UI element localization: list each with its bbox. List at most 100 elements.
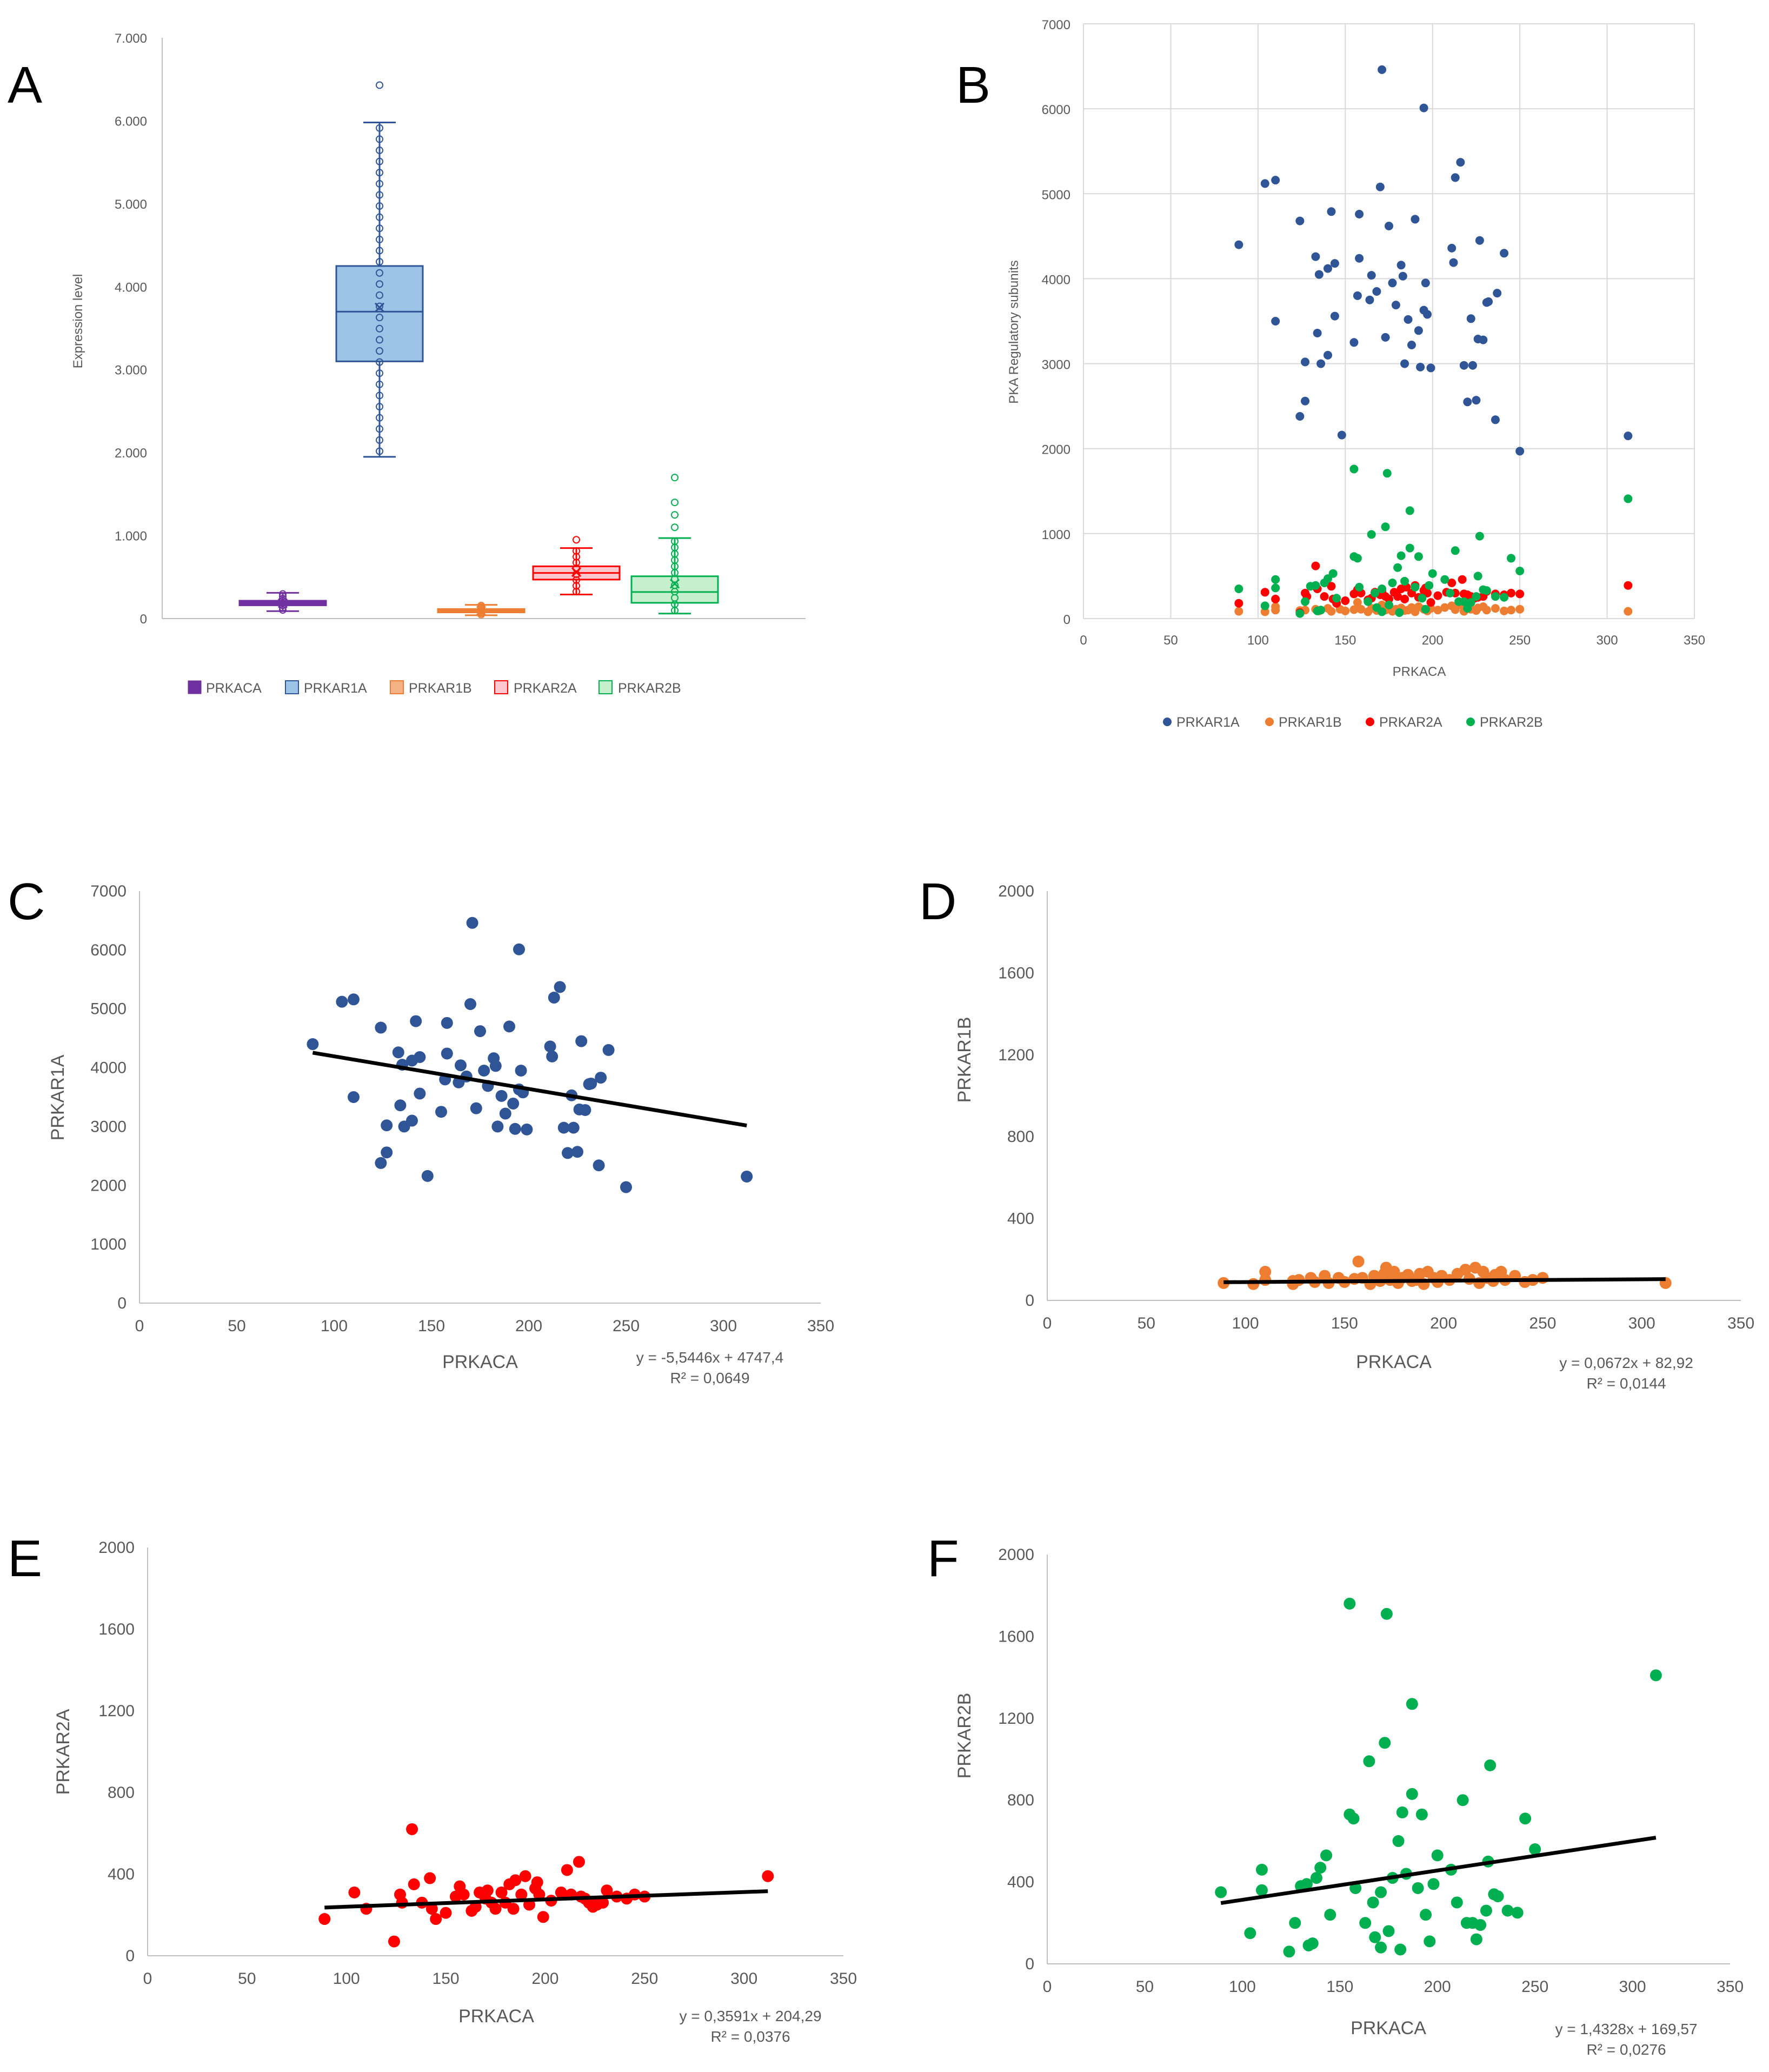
data-point — [1301, 396, 1310, 406]
box-point — [376, 380, 383, 388]
y-tick-label: 1000 — [90, 1236, 127, 1253]
data-point — [1624, 494, 1633, 503]
box-point — [376, 202, 383, 210]
data-point — [1392, 1835, 1405, 1847]
box-point — [376, 414, 383, 422]
data-point — [515, 1888, 528, 1901]
x-tick-label: 200 — [1424, 1978, 1451, 1996]
y-tick-label: 1200 — [998, 1046, 1034, 1064]
data-point — [579, 1104, 591, 1116]
data-point — [495, 1886, 508, 1898]
box-point — [376, 157, 383, 165]
y-tick-label: 7000 — [1042, 18, 1070, 32]
data-point — [1411, 582, 1420, 592]
data-point — [1259, 1266, 1272, 1278]
data-point — [1493, 289, 1502, 298]
data-point — [1375, 1941, 1387, 1954]
data-point — [1458, 575, 1467, 584]
data-point — [1359, 1917, 1372, 1929]
data-point — [1355, 210, 1364, 218]
panel-b-series-prkar2b — [1234, 464, 1633, 618]
x-tick-label: 250 — [1529, 1314, 1556, 1332]
box-point — [376, 314, 383, 322]
x-tick-label: 0 — [1043, 1314, 1052, 1332]
data-point — [533, 1888, 546, 1901]
data-point — [466, 917, 478, 929]
data-point — [1484, 1759, 1497, 1771]
data-point — [1300, 1878, 1313, 1890]
data-point — [1420, 1909, 1432, 1921]
data-point — [531, 1876, 543, 1889]
y-tick-label: 0 — [1063, 613, 1070, 627]
x-tick-label: 250 — [1521, 1978, 1548, 1996]
box-point — [376, 324, 383, 333]
data-point — [381, 1119, 393, 1132]
data-point — [567, 1121, 580, 1134]
box-point — [376, 224, 383, 233]
box-point — [376, 347, 383, 355]
x-tick-label: 350 — [1717, 1978, 1744, 1996]
data-point — [1349, 338, 1359, 347]
data-point — [1482, 586, 1491, 595]
x-tick-label: 0 — [1043, 1978, 1052, 1996]
legend-marker-prkar2b — [1466, 718, 1475, 726]
legend-swatch-prkar1b — [390, 680, 404, 694]
y-tick-label: 1600 — [998, 964, 1034, 982]
data-point — [1247, 1278, 1260, 1290]
data-point — [1255, 1884, 1268, 1896]
data-point — [1234, 585, 1243, 593]
data-point — [1515, 567, 1525, 575]
y-tick-label: 0 — [1025, 1955, 1034, 1973]
trendline-equation: y = 1,4328x + 169,57 — [1555, 2021, 1697, 2037]
data-point — [1349, 464, 1359, 474]
legend-swatch-prkaca — [188, 680, 202, 694]
panel-label-f: F — [927, 1530, 959, 1588]
data-point — [1367, 271, 1376, 280]
panel-a-y-tick: 5.000 — [115, 197, 147, 212]
data-point — [1431, 1849, 1444, 1862]
data-point — [1459, 361, 1468, 370]
y-tick-label: 0 — [1025, 1292, 1034, 1310]
x-tick-label: 200 — [515, 1317, 542, 1335]
box-point — [573, 570, 580, 578]
data-point — [430, 1913, 442, 1925]
data-point — [601, 1884, 613, 1897]
data-point — [1463, 397, 1472, 407]
legend-swatch-prkar1a — [285, 680, 299, 694]
trendline-r-squared: R² = 0,0276 — [1586, 2041, 1666, 2058]
y-axis-label: PRKAR2A — [53, 1709, 74, 1795]
data-point — [1433, 591, 1442, 600]
box-prkar2b — [630, 474, 719, 615]
panel-label-d: D — [919, 873, 956, 931]
y-tick-label: 2000 — [998, 1546, 1034, 1564]
data-point — [1295, 412, 1305, 421]
data-point — [1472, 592, 1481, 601]
data-point — [1330, 259, 1339, 268]
legend-label-prkar1a: PRKAR1A — [304, 681, 367, 696]
data-point — [408, 1878, 420, 1890]
data-point — [1234, 607, 1243, 616]
x-axis-label: PRKACA — [1356, 1352, 1432, 1372]
box-point — [376, 425, 383, 433]
data-point — [1451, 173, 1460, 182]
x-tick-label: 50 — [1138, 1314, 1155, 1332]
data-point — [1215, 1886, 1227, 1898]
data-point — [1314, 1862, 1327, 1874]
data-point — [1393, 563, 1402, 572]
x-tick-label: 100 — [1232, 1314, 1259, 1332]
y-tick-label: 800 — [1007, 1128, 1034, 1146]
data-point — [1372, 287, 1381, 296]
data-point — [1459, 597, 1468, 606]
data-point — [1475, 532, 1484, 541]
data-point — [1355, 582, 1364, 592]
x-tick-label: 100 — [333, 1970, 360, 1988]
data-point — [1491, 604, 1500, 613]
data-point — [1426, 598, 1435, 607]
x-tick-label: 100 — [1229, 1978, 1256, 1996]
data-point — [336, 995, 348, 1008]
data-point — [1393, 592, 1402, 601]
x-axis-label: PRKACA — [442, 1352, 518, 1372]
x-tick-label: 300 — [1628, 1314, 1655, 1332]
trendline-r-squared: R² = 0,0144 — [1586, 1375, 1666, 1392]
data-point — [1459, 1264, 1472, 1276]
